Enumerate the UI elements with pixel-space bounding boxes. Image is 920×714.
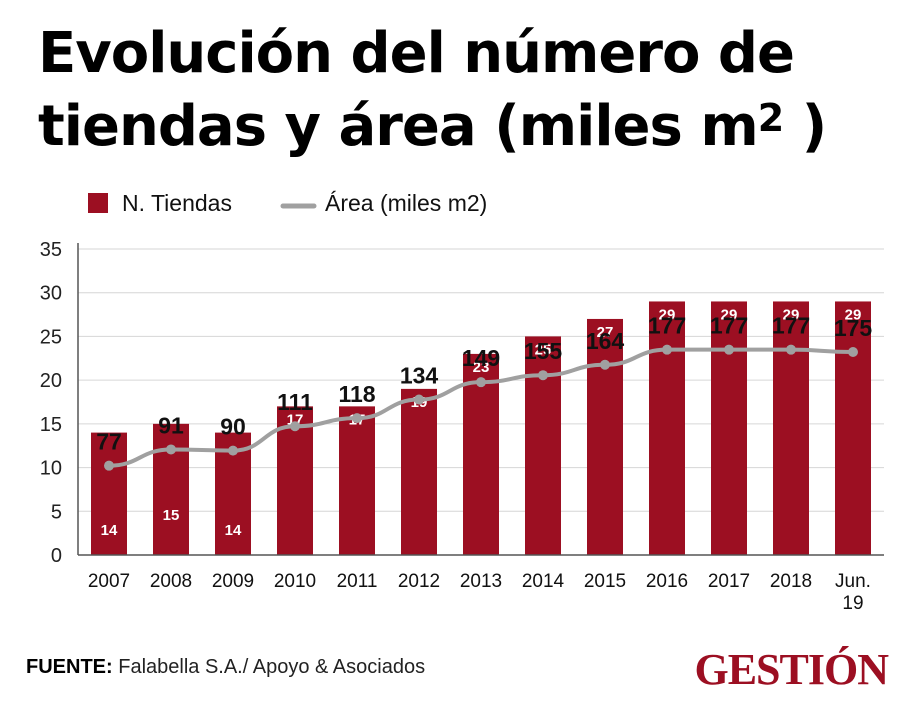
bar xyxy=(153,423,189,555)
line-point xyxy=(166,444,176,455)
line-point xyxy=(352,413,362,424)
line-value-label: 177 xyxy=(772,313,810,339)
y-tick-label: 15 xyxy=(40,414,62,436)
bar-value-label: 14 xyxy=(225,522,242,539)
source-note: FUENTE: Falabella S.A./ Apoyo & Asociado… xyxy=(26,656,425,679)
y-tick-label: 20 xyxy=(40,370,62,392)
bar-value-label: 25 xyxy=(535,341,552,358)
line-point xyxy=(104,460,114,471)
line-point xyxy=(414,394,424,405)
y-tick-label: 25 xyxy=(40,326,62,348)
y-tick-label: 5 xyxy=(51,501,62,523)
legend-swatch-bars xyxy=(88,193,108,213)
line-value-label: 77 xyxy=(96,429,122,455)
x-tick-label: 2009 xyxy=(212,571,254,592)
title-superscript: 2 xyxy=(757,96,784,140)
x-tick-label: 2016 xyxy=(646,571,688,592)
x-tick-label: 2008 xyxy=(150,571,192,592)
line-point xyxy=(600,359,610,370)
line-point xyxy=(290,421,300,432)
x-tick-label: 2018 xyxy=(770,571,812,592)
bar xyxy=(463,353,499,555)
y-tick-label: 35 xyxy=(40,239,62,261)
bar xyxy=(401,388,437,555)
bar-value-label: 27 xyxy=(597,324,614,341)
line-value-label: 155 xyxy=(524,338,563,364)
x-tick-label: 2012 xyxy=(398,571,440,592)
bar xyxy=(649,301,685,555)
bar xyxy=(711,301,747,555)
line-value-label: 91 xyxy=(158,412,184,438)
gestion-logo: GESTIÓN xyxy=(694,645,889,694)
source-label: FUENTE: xyxy=(26,656,113,678)
line-value-label: 177 xyxy=(648,313,686,339)
y-tick-label: 0 xyxy=(51,545,62,567)
bar-value-label: 29 xyxy=(845,306,862,323)
y-tick-label: 30 xyxy=(40,283,62,305)
x-tick-label: 2013 xyxy=(460,571,502,592)
bar-value-label: 15 xyxy=(163,507,180,524)
source-text: Falabella S.A./ Apoyo & Asociados xyxy=(112,656,426,678)
x-tick-label: 2011 xyxy=(337,571,378,592)
line-point xyxy=(228,445,238,456)
line-point xyxy=(724,344,734,355)
line-point xyxy=(476,377,486,388)
legend-label-line: Área (miles m2) xyxy=(325,190,487,216)
bar xyxy=(587,318,623,555)
bar xyxy=(339,406,375,555)
line-point xyxy=(662,344,672,355)
x-tick-label: 2010 xyxy=(274,571,316,592)
bar xyxy=(773,301,809,555)
line-value-label: 90 xyxy=(220,414,246,440)
line-value-label: 177 xyxy=(710,313,748,339)
bar-value-label: 23 xyxy=(473,359,490,376)
bar-value-label: 14 xyxy=(101,522,118,539)
line-value-label: 164 xyxy=(586,328,625,354)
x-tick-label: 2007 xyxy=(88,571,130,592)
line-point xyxy=(786,344,796,355)
title-close: ) xyxy=(783,94,828,159)
bar xyxy=(835,301,871,555)
x-tick-label: 2015 xyxy=(584,571,626,592)
title-line-1: Evolución del número de xyxy=(38,21,795,86)
legend-label-bars: N. Tiendas xyxy=(122,190,232,216)
bar xyxy=(525,336,561,555)
line-value-label: 149 xyxy=(462,345,500,371)
bar-value-label: 29 xyxy=(721,306,738,323)
line-value-label: 118 xyxy=(338,381,375,407)
title-line-2: tiendas y área (miles m xyxy=(38,94,759,159)
bar xyxy=(91,432,127,555)
chart-title: Evolución del número de tiendas y área (… xyxy=(38,22,908,159)
line-point xyxy=(848,347,858,357)
line-value-label: 175 xyxy=(834,315,873,341)
x-tick-label: 2017 xyxy=(708,571,750,592)
line-point xyxy=(538,370,548,381)
x-tick-label: 2014 xyxy=(522,571,565,592)
bar-value-label: 29 xyxy=(659,306,676,323)
y-tick-label: 10 xyxy=(40,458,62,480)
x-tick-label: 19 xyxy=(842,593,863,614)
line-value-label: 134 xyxy=(400,363,439,389)
x-tick-label: Jun. xyxy=(835,571,871,592)
bar-value-label: 29 xyxy=(783,306,800,323)
line-value-label: 111 xyxy=(277,389,313,415)
